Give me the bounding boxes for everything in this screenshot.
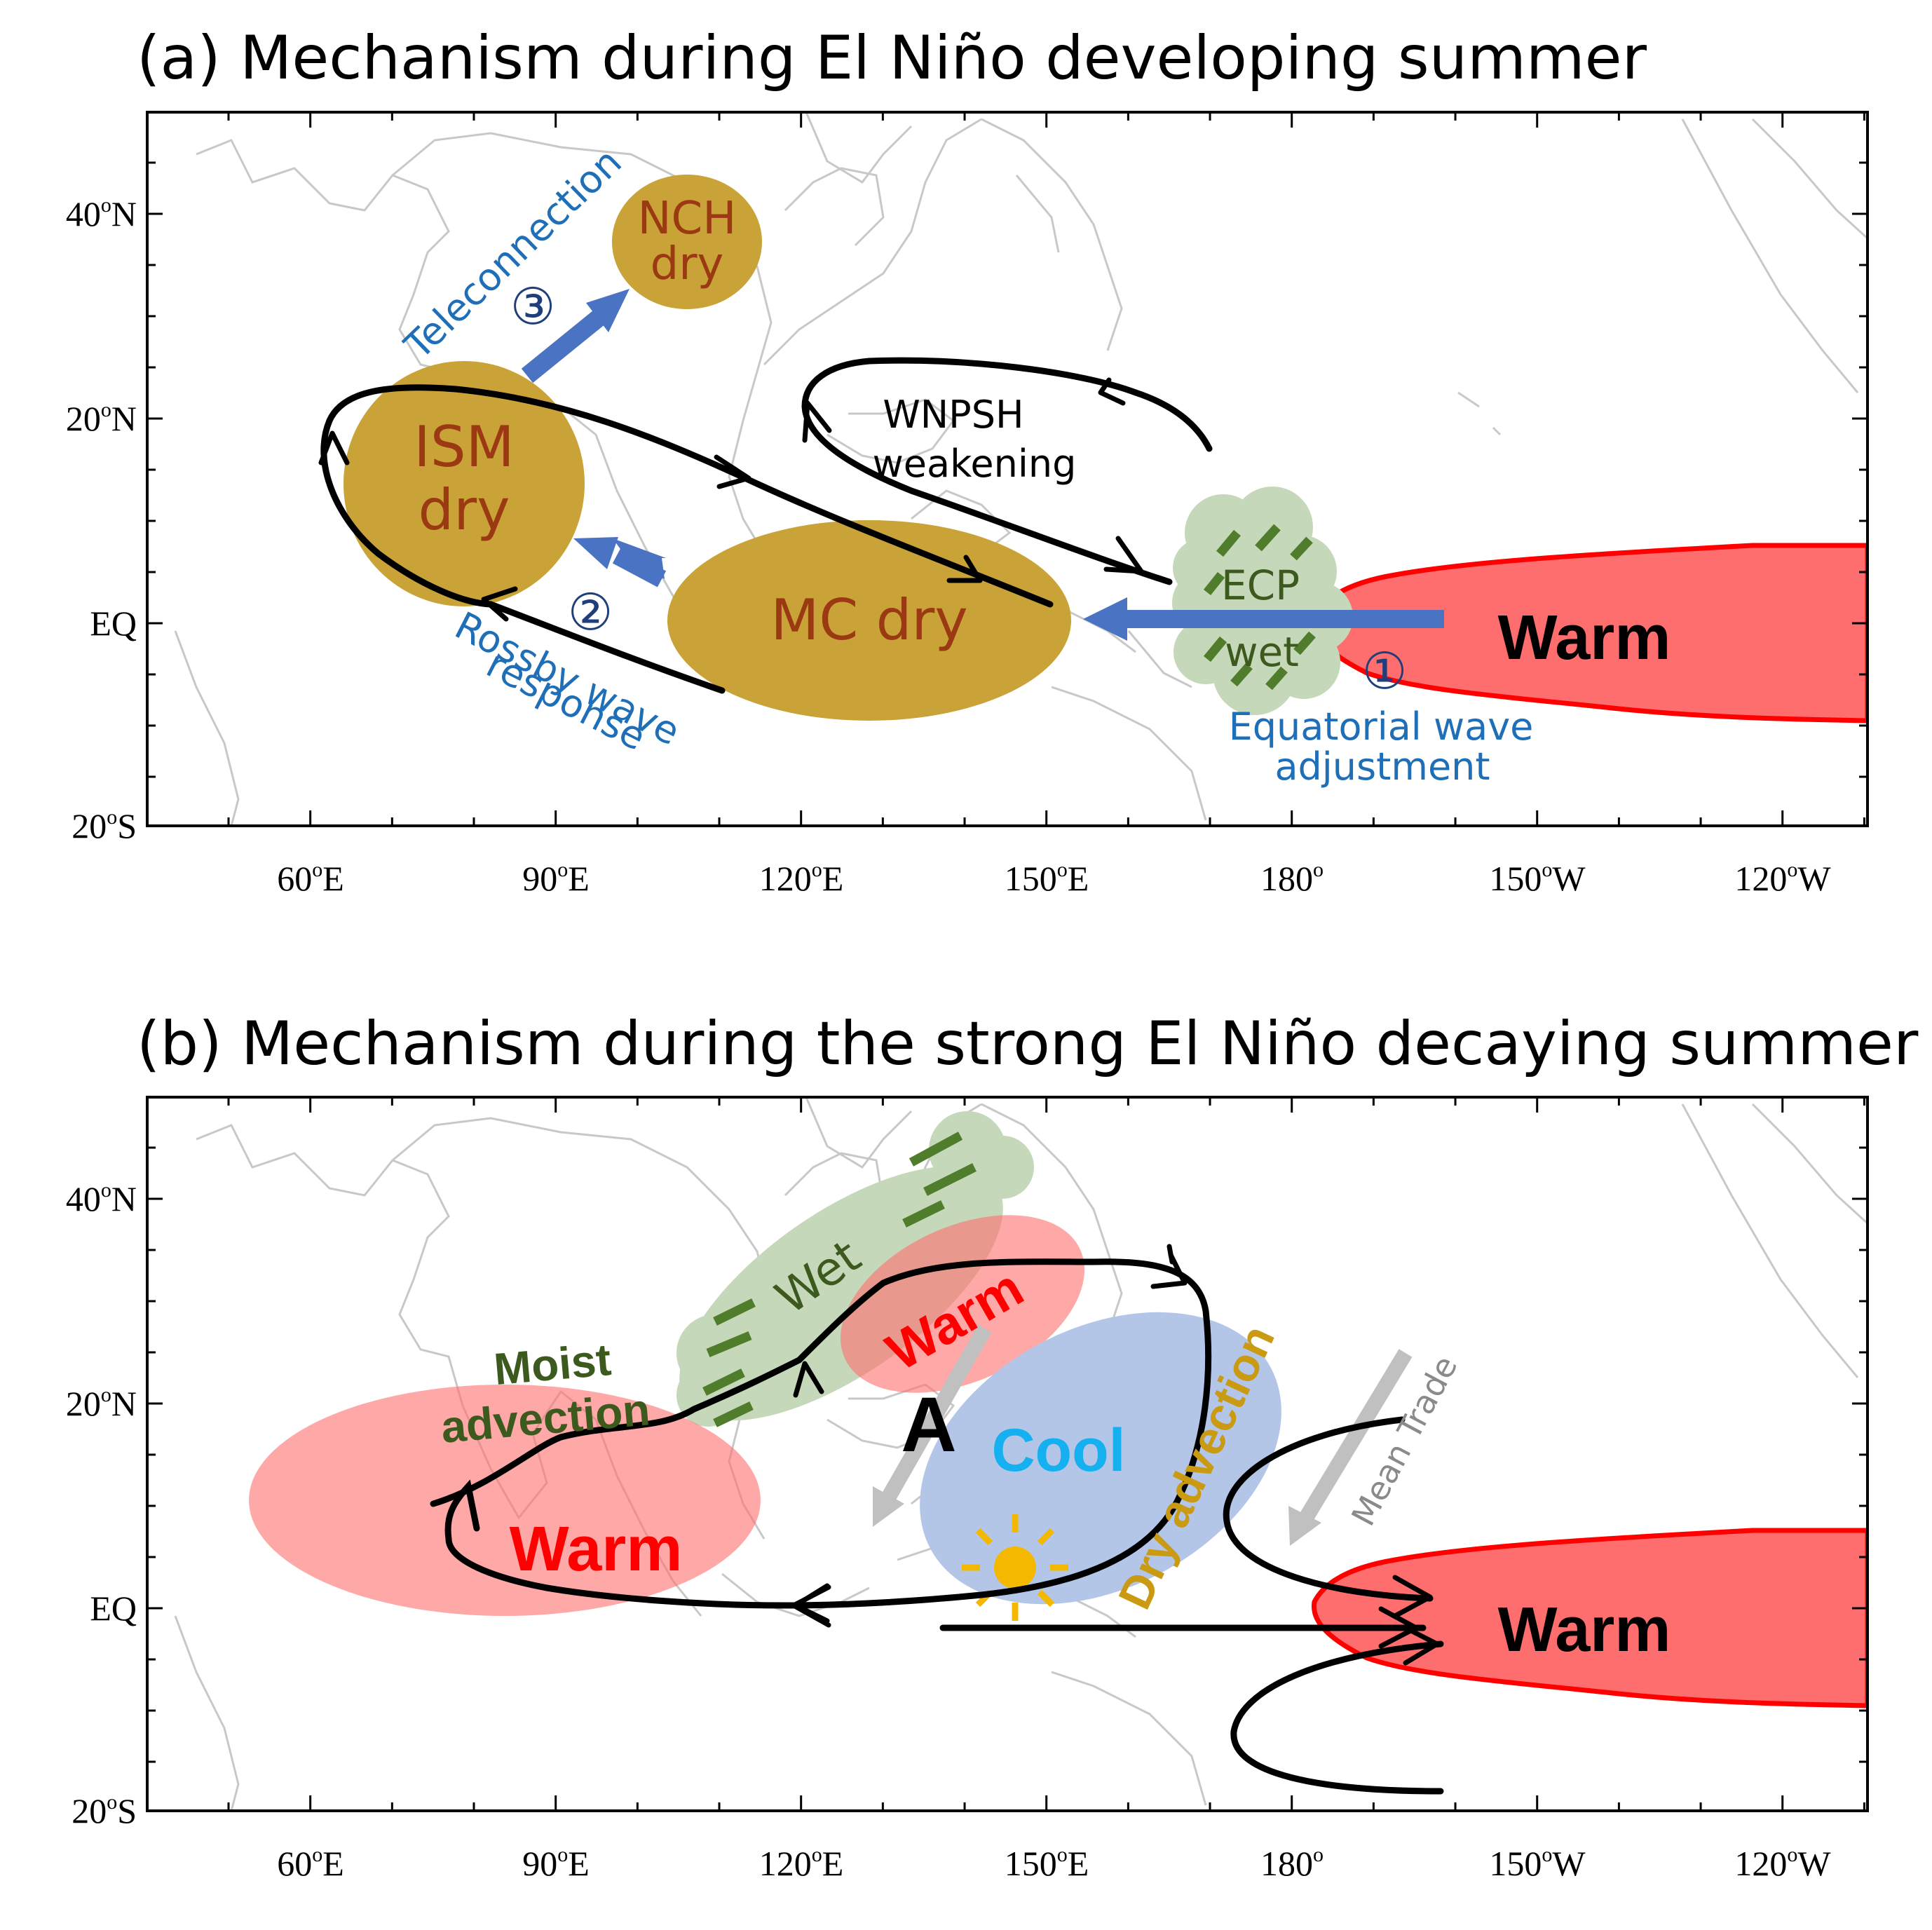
lon-tick-label: 90oE <box>522 858 590 898</box>
warm-oval-w <box>249 1385 761 1616</box>
step-2-marker: ② <box>568 583 613 641</box>
anticyclone-grey-arrow <box>873 1324 992 1527</box>
wnpsh-label: WNPSH <box>883 393 1023 437</box>
coastlines <box>174 112 1868 826</box>
nch-dry-oval <box>612 175 762 309</box>
moist-label: Moist <box>492 1334 613 1394</box>
lon-tick-label: 60oE <box>277 858 344 898</box>
lon-tick-label: 120oW <box>1734 858 1831 898</box>
mean-trade-label: Mean Trade <box>1344 1350 1465 1532</box>
teleconnection-arrow <box>521 289 630 383</box>
ism-label: ISM <box>414 414 514 480</box>
step-1-marker: ① <box>1362 641 1408 700</box>
lat-tick-label: 20oN <box>66 398 137 438</box>
ism-dry-label: dry <box>418 477 510 543</box>
lon-tick-label: 90oE <box>522 1843 590 1883</box>
lat-tick-label: EQ <box>90 604 137 643</box>
lon-tick-label: 150oW <box>1489 858 1586 898</box>
lon-tick-label: 150oE <box>1005 1843 1089 1883</box>
lat-tick-label: 20oS <box>72 806 137 845</box>
step-3-marker: ③ <box>510 277 556 336</box>
nch-dry-label: dry <box>651 238 724 290</box>
lat-tick-label: 20oN <box>66 1383 137 1423</box>
equatorial-wave-arrow <box>1083 597 1444 641</box>
lon-tick-label: 150oE <box>1005 858 1089 898</box>
mean-trade-arrow <box>1288 1349 1413 1546</box>
wnpsh-circulation <box>801 357 1213 585</box>
wnpsh-weakening-label: weakening <box>873 442 1077 486</box>
lon-tick-label: 120oE <box>759 858 844 898</box>
panel-b: (b) Mechanism during the strong El Niño … <box>66 1009 1919 1883</box>
panel-b-axis-ticks: 40oN 20oN EQ 20oS 60oE 90oE 120oE 150oE 180o 150o… <box>66 1097 1868 1883</box>
warm-label-w: Warm <box>510 1514 683 1584</box>
lon-tick-label: 120oE <box>759 1843 844 1883</box>
anticyclone-circulation <box>430 1244 1212 1628</box>
lat-tick-label: 40oN <box>66 193 137 233</box>
lon-tick-label: 180o <box>1260 858 1324 898</box>
warm-label-a: Warm <box>1498 603 1671 673</box>
adjustment-label: adjustment <box>1274 745 1490 789</box>
equatorial-wave-label: Equatorial wave <box>1229 705 1534 749</box>
warm-tongue-b <box>1311 1528 1868 1708</box>
panel-b-map: Wet Warm Warm Warm Cool A Moist advectio… <box>174 1097 1868 1811</box>
lat-tick-label: 40oN <box>66 1178 137 1218</box>
nch-label: NCH <box>638 193 737 245</box>
lon-tick-label: 120oW <box>1734 1843 1831 1883</box>
sun-icon <box>962 1514 1068 1621</box>
trade-circulation <box>939 1416 1444 1795</box>
lon-tick-label: 150oW <box>1489 1843 1586 1883</box>
wet-cloud <box>676 1111 1034 1427</box>
ism-dry-oval <box>343 361 585 606</box>
cool-oval <box>920 1312 1281 1605</box>
rossby-wave-arrow <box>573 537 667 587</box>
lon-tick-label: 60oE <box>277 1843 344 1883</box>
lon-tick-label: 180o <box>1260 1843 1324 1883</box>
panel-a: (a) Mechanism during El Niño developing … <box>66 23 1869 898</box>
ecp-label: ECP <box>1221 562 1300 609</box>
lat-tick-label: EQ <box>90 1589 137 1628</box>
cool-label: Cool <box>991 1417 1125 1484</box>
ecp-wet-label: wet <box>1225 628 1299 676</box>
warm-label-e: Warm <box>1498 1595 1671 1665</box>
mc-dry-label: MC dry <box>770 587 967 653</box>
lat-tick-label: 20oS <box>72 1790 137 1830</box>
ecp-wet-cloud <box>1172 487 1353 715</box>
panel-a-title: (a) Mechanism during El Niño developing … <box>137 23 1647 93</box>
panel-a-map: NCH dry ISM dry MC dry ECP wet Warm WNPS… <box>174 112 1868 826</box>
panel-b-title: (b) Mechanism during the strong El Niño … <box>137 1009 1919 1079</box>
ism-mc-circulation-loop <box>318 384 1054 694</box>
anticyclone-label: A <box>901 1382 956 1468</box>
